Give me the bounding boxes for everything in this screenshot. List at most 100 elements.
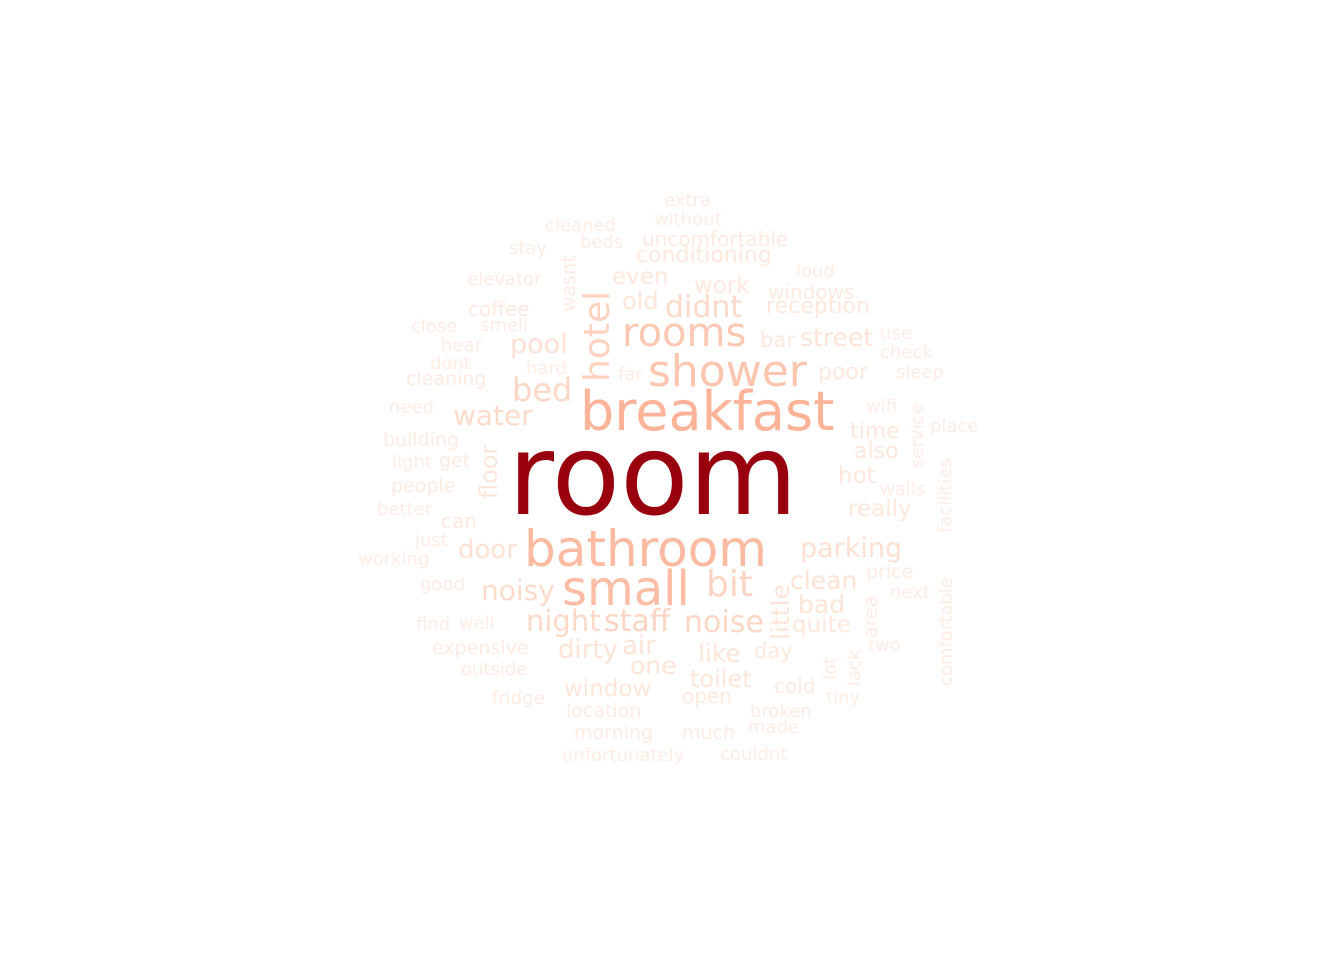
word-noise: noise	[684, 605, 764, 640]
word-hotel: hotel	[577, 290, 618, 382]
word-bit: bit	[706, 564, 753, 605]
word-window: window	[564, 676, 652, 702]
word-wifi: wifi	[866, 396, 898, 417]
word-reception: reception	[766, 294, 870, 319]
word-better: better	[377, 499, 433, 520]
word-pool: pool	[510, 329, 568, 360]
word-find: find	[416, 614, 451, 635]
word-small: small	[562, 561, 690, 617]
word-smell: smell	[480, 315, 528, 336]
word-stay: stay	[509, 238, 548, 259]
word-floor: floor	[475, 444, 503, 499]
word-dirty: dirty	[558, 635, 618, 665]
word-facilities: facilities	[935, 458, 956, 533]
word-get: get	[439, 450, 471, 472]
word-unfortunately: unfortunately	[562, 745, 685, 766]
word-light: light	[392, 452, 432, 473]
word-just: just	[415, 530, 448, 551]
word-air: air	[622, 631, 656, 661]
word-hot: hot	[838, 463, 876, 489]
word-also: also	[854, 439, 899, 464]
word-use: use	[880, 323, 912, 344]
word-area: area	[860, 595, 882, 638]
word-lack: lack	[844, 649, 865, 686]
word-street: street	[800, 323, 874, 352]
word-old: old	[622, 287, 659, 315]
word-hard: hard	[526, 358, 567, 379]
word-wasnt: wasnt	[558, 255, 580, 312]
word-good: good	[420, 574, 465, 595]
word-expensive: expensive	[432, 637, 529, 659]
word-much: much	[682, 722, 736, 744]
word-night: night	[526, 604, 601, 638]
word-rooms: rooms	[622, 310, 747, 356]
word-building: building	[383, 429, 460, 451]
word-room: room	[508, 411, 798, 541]
word-dont: dont	[430, 353, 471, 374]
word-broken: broken	[750, 701, 812, 722]
word-time: time	[850, 419, 900, 444]
word-toilet: toilet	[690, 665, 752, 693]
word-little: little	[766, 584, 795, 640]
word-lot: lot	[820, 656, 841, 680]
word-breakfast: breakfast	[580, 380, 835, 443]
word-uncomfortable: uncomfortable	[642, 227, 789, 251]
word-like: like	[698, 639, 741, 668]
word-cleaned: cleaned	[545, 215, 616, 236]
word-door: door	[458, 535, 518, 565]
word-cleaning: cleaning	[406, 368, 487, 390]
word-close: close	[411, 316, 458, 337]
word-service: service	[907, 403, 928, 468]
word-bed: bed	[512, 371, 573, 409]
word-didnt: didnt	[665, 290, 743, 325]
word-two: two	[868, 635, 901, 656]
word-quite: quite	[792, 612, 851, 638]
word-clean: clean	[790, 566, 858, 595]
word-bad: bad	[798, 590, 846, 619]
word-check: check	[880, 342, 933, 363]
word-work: work	[694, 273, 750, 299]
word-elevator: elevator	[467, 269, 542, 290]
word-without: without	[654, 209, 722, 230]
word-tiny: tiny	[826, 687, 861, 708]
word-noisy: noisy	[481, 574, 555, 607]
word-working: working	[358, 549, 430, 570]
word-conditioning: conditioning	[636, 243, 772, 268]
word-location: location	[566, 700, 642, 722]
word-open: open	[682, 684, 732, 708]
word-made: made	[748, 717, 800, 738]
word-place: place	[930, 416, 979, 437]
word-sleep: sleep	[896, 362, 944, 383]
word-parking: parking	[800, 533, 903, 564]
word-comfortable: comfortable	[936, 577, 957, 686]
word-bar: bar	[760, 328, 795, 352]
word-water: water	[453, 399, 533, 432]
word-hear: hear	[441, 335, 482, 356]
word-well: well	[459, 613, 495, 634]
word-price: price	[866, 561, 914, 583]
word-day: day	[754, 639, 793, 663]
word-walls: walls	[880, 479, 926, 500]
word-outside: outside	[461, 659, 528, 680]
word-really: really	[848, 496, 912, 522]
word-loud: loud	[796, 261, 835, 282]
word-beds: beds	[580, 232, 624, 253]
word-one: one	[630, 651, 677, 680]
word-morning: morning	[574, 722, 654, 744]
word-bathroom: bathroom	[524, 520, 768, 578]
word-poor: poor	[818, 360, 868, 385]
word-can: can	[441, 509, 477, 533]
word-need: need	[389, 397, 434, 418]
word-far: far	[618, 364, 643, 385]
word-people: people	[391, 475, 456, 497]
word-cold: cold	[774, 674, 816, 698]
word-shower: shower	[648, 346, 807, 397]
word-windows: windows	[768, 280, 855, 304]
word-fridge: fridge	[492, 688, 545, 709]
word-extra: extra	[664, 190, 711, 211]
word-coffee: coffee	[468, 297, 530, 321]
word-staff: staff	[604, 604, 671, 639]
word-couldnt: couldnt	[720, 744, 788, 765]
word-even: even	[612, 264, 669, 290]
